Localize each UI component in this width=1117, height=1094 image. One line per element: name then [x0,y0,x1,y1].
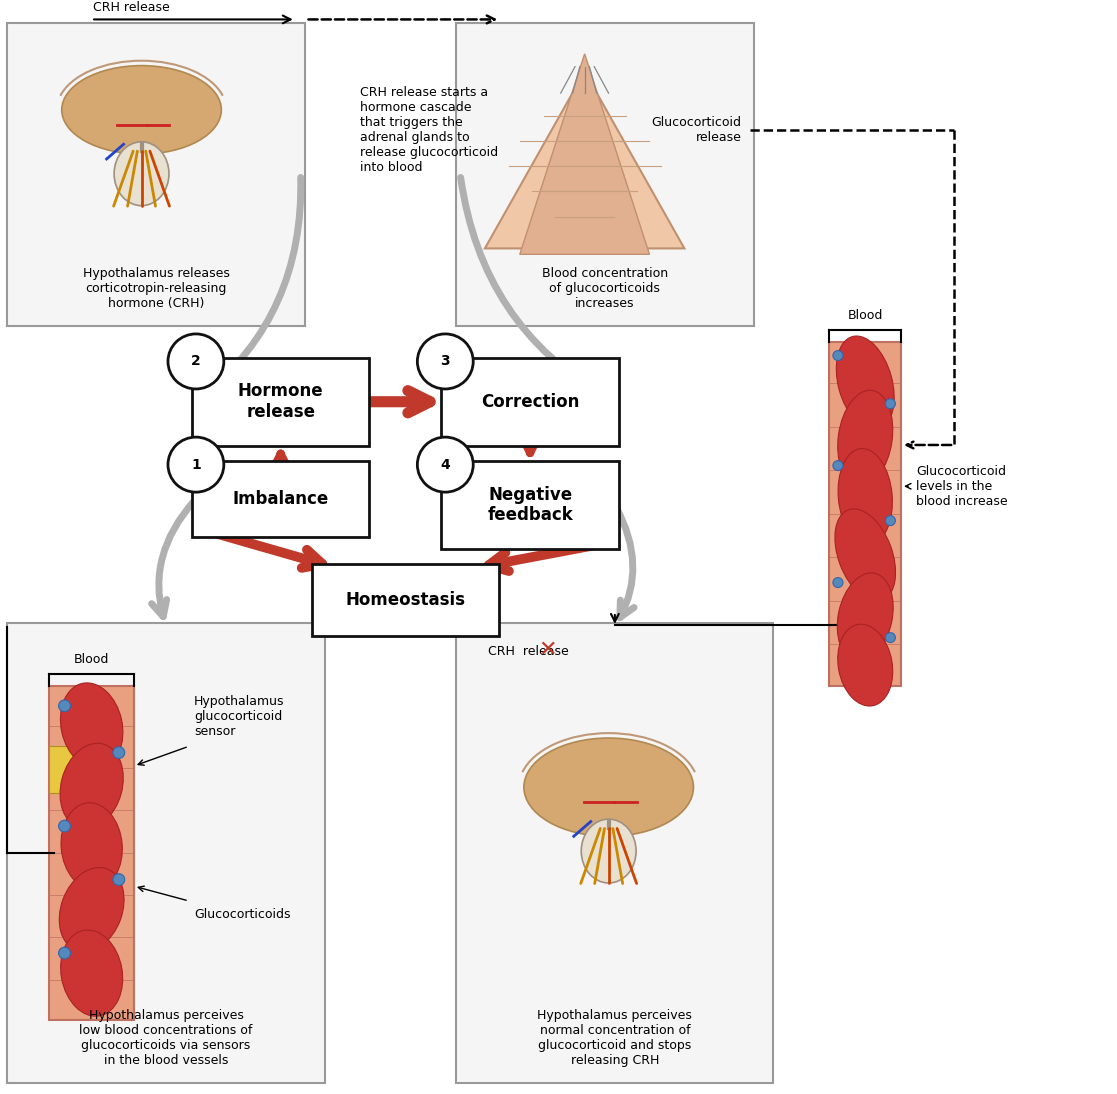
Ellipse shape [838,449,892,545]
Text: 4: 4 [440,457,450,472]
Text: Correction: Correction [481,393,580,410]
FancyBboxPatch shape [829,341,901,686]
Text: Negative
feedback: Negative feedback [487,486,573,524]
Text: Blood concentration
of glucocorticoids
increases: Blood concentration of glucocorticoids i… [542,267,668,311]
FancyBboxPatch shape [49,746,75,793]
Circle shape [58,700,70,711]
Text: Homeostasis: Homeostasis [345,591,466,608]
Circle shape [113,747,125,758]
FancyBboxPatch shape [8,23,305,326]
Text: Hypothalamus releases
corticotropin-releasing
hormone (CRH): Hypothalamus releases corticotropin-rele… [83,267,229,311]
Ellipse shape [60,743,123,828]
FancyBboxPatch shape [312,563,499,636]
FancyBboxPatch shape [441,461,619,549]
Circle shape [58,947,70,959]
Circle shape [418,438,474,492]
Text: Hypothalamus
glucocorticoid
sensor: Hypothalamus glucocorticoid sensor [194,696,285,738]
Text: Blood: Blood [848,310,882,322]
Ellipse shape [60,683,123,769]
Text: 2: 2 [191,354,201,369]
Polygon shape [485,71,685,248]
Text: 3: 3 [440,354,450,369]
Ellipse shape [581,819,636,883]
FancyBboxPatch shape [441,358,619,446]
Circle shape [168,438,223,492]
Ellipse shape [838,573,894,661]
FancyBboxPatch shape [456,622,773,1083]
Circle shape [833,578,843,587]
Polygon shape [519,54,649,254]
Ellipse shape [60,930,123,1016]
Circle shape [886,515,896,525]
Circle shape [833,350,843,361]
Ellipse shape [61,803,123,889]
Text: Glucocorticoid
levels in the
blood increase: Glucocorticoid levels in the blood incre… [916,465,1008,508]
FancyBboxPatch shape [49,686,134,1020]
Text: CRH  release: CRH release [488,644,569,657]
Circle shape [113,874,125,885]
FancyBboxPatch shape [192,461,370,537]
Text: Hormone
release: Hormone release [238,382,324,421]
FancyBboxPatch shape [456,23,754,326]
Text: CRH release: CRH release [93,0,170,13]
Ellipse shape [838,391,892,486]
Text: 1: 1 [191,457,201,472]
Text: Hypothalamus perceives
low blood concentrations of
glucocorticoids via sensors
i: Hypothalamus perceives low blood concent… [79,1009,252,1067]
Text: Glucocorticoids: Glucocorticoids [194,908,290,921]
Ellipse shape [524,738,694,836]
Ellipse shape [61,66,221,154]
Text: ✕: ✕ [537,639,556,660]
Ellipse shape [837,336,895,430]
Text: CRH release starts a
hormone cascade
that triggers the
adrenal glands to
release: CRH release starts a hormone cascade tha… [361,86,498,174]
Circle shape [886,632,896,642]
Ellipse shape [838,625,892,706]
Text: Blood: Blood [74,653,109,666]
Circle shape [833,461,843,470]
Text: Hypothalamus perceives
normal concentration of
glucocorticoid and stops
releasin: Hypothalamus perceives normal concentrat… [537,1009,693,1067]
FancyBboxPatch shape [192,358,370,446]
FancyBboxPatch shape [8,622,325,1083]
Circle shape [58,820,70,831]
Ellipse shape [834,509,896,602]
Text: Imbalance: Imbalance [232,490,328,508]
Text: Glucocorticoid
release: Glucocorticoid release [651,116,742,144]
Circle shape [168,334,223,389]
Circle shape [418,334,474,389]
Ellipse shape [114,142,169,206]
Ellipse shape [59,868,124,952]
Circle shape [886,398,896,409]
